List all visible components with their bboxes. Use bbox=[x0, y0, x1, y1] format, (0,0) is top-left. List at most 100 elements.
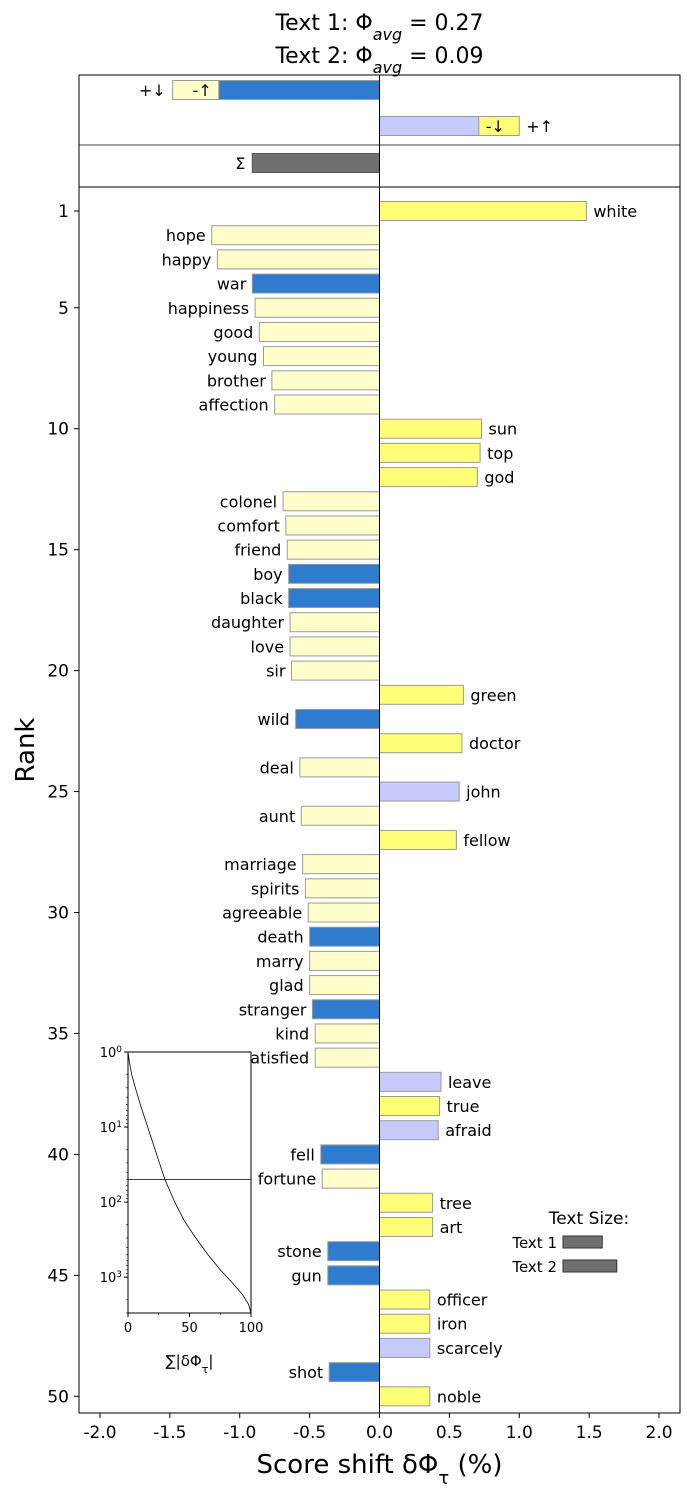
word-label-iron: iron bbox=[437, 1315, 468, 1334]
bar-tree bbox=[379, 1192, 434, 1213]
word-label-john: john bbox=[465, 783, 501, 802]
bar-satisfied bbox=[314, 1047, 380, 1068]
word-label-daughter: daughter bbox=[211, 613, 285, 632]
word-label-god: god bbox=[484, 468, 514, 487]
bar-iron bbox=[379, 1313, 431, 1334]
word-label-happy: happy bbox=[162, 250, 212, 269]
word-label-young: young bbox=[208, 347, 258, 366]
inset-frame bbox=[127, 1051, 252, 1314]
bar-death bbox=[309, 926, 380, 947]
bar-love bbox=[289, 636, 380, 657]
bar-stranger bbox=[311, 999, 380, 1020]
inset-y-tick-label: 102 bbox=[100, 1195, 122, 1211]
bar-sir bbox=[290, 660, 380, 681]
x-tick-label: 0.5 bbox=[436, 1423, 463, 1443]
summary-bar-2 bbox=[218, 80, 380, 100]
y-tick-label: 15 bbox=[47, 541, 69, 561]
word-label-stranger: stranger bbox=[239, 1000, 307, 1019]
word-label-affection: affection bbox=[199, 396, 269, 415]
legend-bar-1 bbox=[562, 1235, 603, 1249]
summary-label-4: Σ bbox=[235, 154, 245, 173]
legend-label-2: Text 2 bbox=[511, 1258, 557, 1276]
bar-brother bbox=[271, 370, 380, 391]
bar-good bbox=[258, 321, 380, 342]
word-label-friend: friend bbox=[234, 541, 281, 560]
bar-noble bbox=[379, 1386, 431, 1407]
inset-x-tick-label: 50 bbox=[181, 1321, 198, 1336]
title-line-2: Text 2: Φavg = 0.09 bbox=[274, 44, 483, 77]
y-tick-label: 1 bbox=[58, 202, 69, 222]
word-label-scarcely: scarcely bbox=[437, 1339, 503, 1358]
word-label-gun: gun bbox=[291, 1266, 321, 1285]
axes: -2.0 -1.5 -1.0 -0.5 0.0 0.5 1.0 1.5 2.0151015202… bbox=[11, 202, 673, 1489]
word-label-satisfied: satisfied bbox=[242, 1049, 309, 1068]
inset-x-tick-label: 100 bbox=[239, 1321, 264, 1336]
bar-hope bbox=[211, 225, 380, 246]
inset-x-label: ∑|δΦτ| bbox=[166, 1352, 214, 1376]
bar-leave bbox=[379, 1071, 442, 1092]
legend-label-1: Text 1 bbox=[511, 1234, 557, 1252]
bar-gun bbox=[327, 1265, 380, 1286]
inset-x-tick-label: 0 bbox=[124, 1321, 132, 1336]
x-tick-label: 0.0 bbox=[366, 1423, 393, 1443]
bar-john bbox=[379, 781, 460, 802]
word-label-deal: deal bbox=[260, 758, 294, 777]
word-label-spirits: spirits bbox=[251, 879, 300, 898]
word-label-death: death bbox=[257, 928, 303, 947]
word-label-green: green bbox=[470, 686, 516, 705]
y-tick-label: 35 bbox=[47, 1024, 69, 1044]
word-label-good: good bbox=[213, 323, 253, 342]
inset-y-tick-label: 103 bbox=[100, 1270, 122, 1286]
bar-daughter bbox=[289, 612, 380, 633]
word-label-shot: shot bbox=[289, 1363, 324, 1382]
bar-happy bbox=[216, 249, 380, 270]
word-label-boy: boy bbox=[253, 565, 282, 584]
legend-bar-2 bbox=[562, 1259, 618, 1273]
inset-y-tick-label: 100 bbox=[100, 1045, 123, 1061]
main-bars-panel: white hope happy war happiness good young broth… bbox=[78, 75, 681, 1414]
y-tick-label: 45 bbox=[47, 1266, 69, 1286]
bar-glad bbox=[309, 975, 380, 996]
bar-fell bbox=[320, 1144, 380, 1165]
word-label-stone: stone bbox=[277, 1242, 321, 1261]
x-tick-label: 2.0 bbox=[646, 1423, 673, 1443]
bar-officer bbox=[379, 1289, 431, 1310]
title-line-1: Text 1: Φavg = 0.27 bbox=[274, 11, 483, 44]
bar-art bbox=[379, 1216, 434, 1237]
word-label-true: true bbox=[447, 1097, 480, 1116]
x-tick-label: -1.5 bbox=[153, 1423, 186, 1443]
summary-bar-3 bbox=[379, 116, 480, 136]
bar-happiness bbox=[254, 297, 380, 318]
bar-doctor bbox=[379, 733, 463, 754]
bar-friend bbox=[286, 539, 380, 560]
bar-fortune bbox=[321, 1168, 380, 1189]
word-label-tree: tree bbox=[440, 1194, 472, 1213]
y-tick-label: 10 bbox=[47, 420, 69, 440]
bar-agreeable bbox=[307, 902, 380, 923]
word-label-love: love bbox=[251, 637, 285, 656]
word-label-agreeable: agreeable bbox=[222, 904, 302, 923]
word-label-sun: sun bbox=[489, 420, 518, 439]
summary-label-3: -↓ bbox=[486, 117, 505, 136]
bar-sun bbox=[379, 418, 483, 439]
bar-black bbox=[288, 588, 380, 609]
text-size-legend: Text Size: Text 1 Text 2 bbox=[511, 1209, 629, 1276]
word-label-fell: fell bbox=[290, 1145, 314, 1164]
x-tick-label: 1.0 bbox=[506, 1423, 533, 1443]
word-label-noble: noble bbox=[437, 1387, 481, 1406]
bar-marry bbox=[309, 950, 380, 971]
bar-boy bbox=[288, 563, 380, 584]
word-label-afraid: afraid bbox=[445, 1121, 491, 1140]
word-label-black: black bbox=[240, 589, 283, 608]
word-label-war: war bbox=[217, 275, 247, 294]
y-axis-label: Rank bbox=[11, 718, 41, 783]
y-tick-label: 50 bbox=[47, 1387, 69, 1407]
x-tick-label: -0.5 bbox=[293, 1423, 326, 1443]
word-label-glad: glad bbox=[269, 976, 304, 995]
word-label-happiness: happiness bbox=[168, 299, 249, 318]
y-tick-label: 30 bbox=[47, 904, 69, 924]
bar-marriage bbox=[302, 854, 380, 875]
word-label-marriage: marriage bbox=[224, 855, 297, 874]
y-tick-label: 25 bbox=[47, 783, 69, 803]
